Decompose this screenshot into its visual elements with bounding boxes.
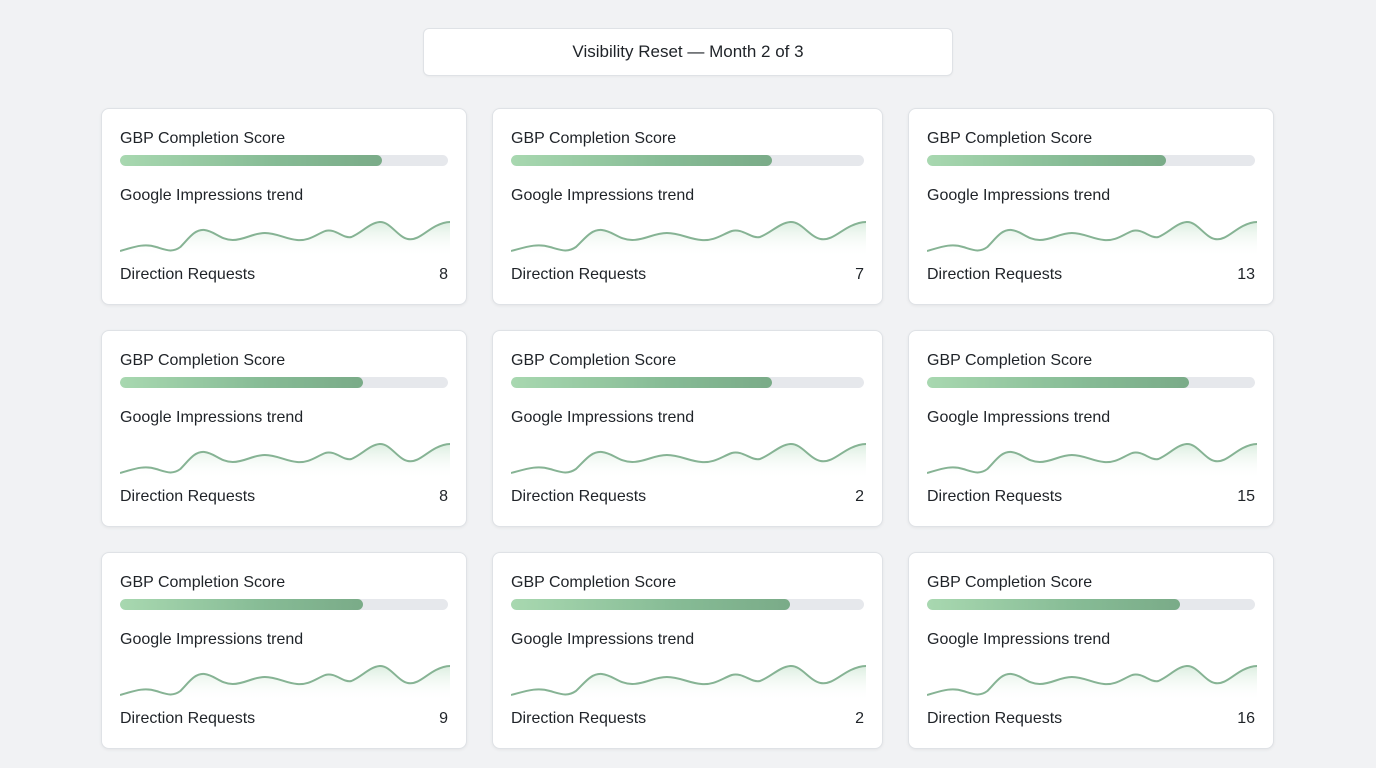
direction-requests-label: Direction Requests — [511, 488, 647, 505]
gbp-score-label: GBP Completion Score — [120, 574, 286, 591]
gbp-score-label: GBP Completion Score — [511, 352, 677, 369]
gbp-score-label: GBP Completion Score — [511, 130, 677, 147]
gbp-score-progress-fill — [927, 155, 1167, 166]
gbp-score-progress-fill — [120, 155, 383, 166]
impressions-trend-label: Google Impressions trend — [927, 631, 1111, 648]
impressions-sparkline — [511, 653, 866, 701]
direction-requests-value: 8 — [439, 488, 448, 505]
gbp-score-label: GBP Completion Score — [120, 130, 286, 147]
sparkline-area — [511, 665, 866, 701]
gbp-score-progress-bar — [927, 377, 1255, 388]
impressions-trend-label: Google Impressions trend — [511, 631, 695, 648]
direction-requests-label: Direction Requests — [511, 710, 647, 727]
gbp-score-progress-bar — [927, 599, 1255, 610]
metric-card: GBP Completion Score Google Impressions t… — [908, 330, 1274, 527]
impressions-trend-label: Google Impressions trend — [120, 409, 304, 426]
gbp-score-progress-bar — [511, 599, 864, 610]
impressions-sparkline — [120, 653, 450, 701]
sparkline-area — [120, 443, 450, 479]
sparkline-line — [120, 222, 450, 251]
direction-requests-label: Direction Requests — [927, 488, 1063, 505]
gbp-score-progress-bar — [511, 155, 864, 166]
gbp-score-label: GBP Completion Score — [927, 130, 1093, 147]
sparkline-line — [927, 222, 1257, 251]
page-title: Visibility Reset — Month 2 of 3 — [423, 28, 953, 76]
gbp-score-progress-fill — [511, 377, 773, 388]
direction-requests-value: 7 — [855, 266, 864, 283]
metric-card: GBP Completion Score Google Impressions t… — [492, 330, 883, 527]
gbp-score-progress-bar — [927, 155, 1255, 166]
sparkline-line — [511, 222, 866, 251]
direction-requests-label: Direction Requests — [927, 266, 1063, 283]
sparkline-area — [120, 665, 450, 701]
sparkline-line — [120, 444, 450, 473]
sparkline-line — [511, 444, 866, 473]
impressions-trend-label: Google Impressions trend — [120, 187, 304, 204]
sparkline-area — [511, 443, 866, 479]
gbp-score-label: GBP Completion Score — [511, 574, 677, 591]
gbp-score-progress-fill — [511, 155, 773, 166]
direction-requests-value: 16 — [1237, 710, 1255, 727]
sparkline-line — [927, 666, 1257, 695]
metric-card: GBP Completion Score Google Impressions t… — [101, 552, 467, 749]
impressions-trend-label: Google Impressions trend — [927, 187, 1111, 204]
impressions-trend-label: Google Impressions trend — [511, 187, 695, 204]
direction-requests-label: Direction Requests — [120, 266, 256, 283]
direction-requests-label: Direction Requests — [120, 488, 256, 505]
impressions-sparkline — [120, 431, 450, 479]
gbp-score-progress-bar — [120, 155, 448, 166]
gbp-score-progress-fill — [120, 377, 363, 388]
metric-card: GBP Completion Score Google Impressions t… — [101, 330, 467, 527]
gbp-score-progress-bar — [120, 599, 448, 610]
impressions-sparkline — [927, 209, 1257, 257]
impressions-sparkline — [511, 431, 866, 479]
direction-requests-value: 2 — [855, 488, 864, 505]
direction-requests-value: 13 — [1237, 266, 1255, 283]
direction-requests-value: 2 — [855, 710, 864, 727]
direction-requests-label: Direction Requests — [120, 710, 256, 727]
gbp-score-progress-bar — [120, 377, 448, 388]
direction-requests-value: 8 — [439, 266, 448, 283]
metric-card: GBP Completion Score Google Impressions t… — [101, 108, 467, 305]
impressions-sparkline — [120, 209, 450, 257]
impressions-sparkline — [511, 209, 866, 257]
sparkline-line — [511, 666, 866, 695]
direction-requests-value: 15 — [1237, 488, 1255, 505]
gbp-score-label: GBP Completion Score — [120, 352, 286, 369]
metric-card: GBP Completion Score Google Impressions t… — [492, 108, 883, 305]
metric-card: GBP Completion Score Google Impressions t… — [492, 552, 883, 749]
direction-requests-label: Direction Requests — [927, 710, 1063, 727]
sparkline-line — [120, 666, 450, 695]
gbp-score-progress-fill — [511, 599, 790, 610]
impressions-trend-label: Google Impressions trend — [120, 631, 304, 648]
direction-requests-label: Direction Requests — [511, 266, 647, 283]
impressions-trend-label: Google Impressions trend — [927, 409, 1111, 426]
gbp-score-progress-fill — [120, 599, 363, 610]
gbp-score-progress-bar — [511, 377, 864, 388]
sparkline-line — [927, 444, 1257, 473]
gbp-score-label: GBP Completion Score — [927, 574, 1093, 591]
sparkline-area — [927, 443, 1257, 479]
sparkline-area — [511, 221, 866, 257]
gbp-score-label: GBP Completion Score — [927, 352, 1093, 369]
sparkline-area — [927, 665, 1257, 701]
direction-requests-value: 9 — [439, 710, 448, 727]
gbp-score-progress-fill — [927, 599, 1180, 610]
impressions-sparkline — [927, 431, 1257, 479]
metric-card: GBP Completion Score Google Impressions t… — [908, 108, 1274, 305]
impressions-sparkline — [927, 653, 1257, 701]
sparkline-area — [120, 221, 450, 257]
gbp-score-progress-fill — [927, 377, 1190, 388]
impressions-trend-label: Google Impressions trend — [511, 409, 695, 426]
metric-card: GBP Completion Score Google Impressions t… — [908, 552, 1274, 749]
sparkline-area — [927, 221, 1257, 257]
